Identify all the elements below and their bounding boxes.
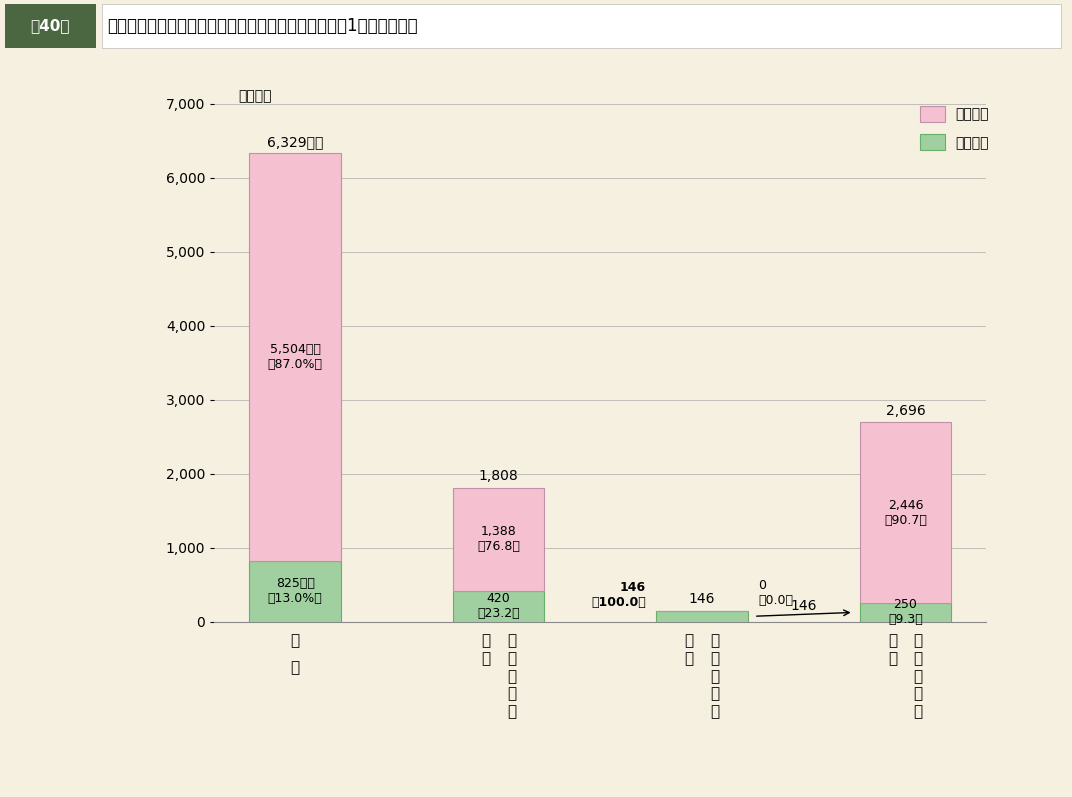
Text: 福: 福 <box>913 669 923 684</box>
Legend: 補助事業, 単独事業: 補助事業, 単独事業 <box>914 100 995 156</box>
Text: う: う <box>481 634 490 649</box>
Text: 童: 童 <box>913 651 923 666</box>
Text: ち: ち <box>481 651 490 666</box>
Text: 825億円
（13.0%）: 825億円 （13.0%） <box>268 577 323 605</box>
Bar <box>656 611 748 622</box>
Text: 祉: 祉 <box>711 686 719 701</box>
Text: 0
（0.0）: 0 （0.0） <box>758 579 793 607</box>
Text: 2,696: 2,696 <box>885 404 925 418</box>
Text: 合: 合 <box>291 634 300 649</box>
Text: （億円）: （億円） <box>238 89 272 104</box>
Text: 児: 児 <box>913 634 923 649</box>
Text: 1,808: 1,808 <box>479 469 519 484</box>
Text: ち: ち <box>685 651 694 666</box>
Text: 祉: 祉 <box>913 686 923 701</box>
Text: 第40図: 第40図 <box>31 18 70 33</box>
Text: 民生費の目的別扶助費（補助・単独）の状況（その1　都道府県）: 民生費の目的別扶助費（補助・単独）の状況（その1 都道府県） <box>107 17 418 35</box>
Text: 計: 計 <box>291 660 300 675</box>
Text: 福: 福 <box>711 669 719 684</box>
Text: 5,504億円
（87.0%）: 5,504億円 （87.0%） <box>268 343 323 371</box>
Text: 2,446
（90.7）: 2,446 （90.7） <box>884 499 927 527</box>
FancyBboxPatch shape <box>102 4 1061 48</box>
Text: 6,329億円: 6,329億円 <box>267 135 324 149</box>
Bar <box>452 488 545 591</box>
Text: 老: 老 <box>711 634 719 649</box>
Text: う: う <box>685 634 694 649</box>
Bar <box>250 153 341 560</box>
Text: 420
（23.2）: 420 （23.2） <box>477 592 520 620</box>
Text: う: う <box>888 634 897 649</box>
Bar <box>860 422 951 603</box>
Bar <box>860 603 951 622</box>
Bar <box>452 591 545 622</box>
Text: 社: 社 <box>507 634 516 649</box>
Text: 250
（9.3）: 250 （9.3） <box>888 599 923 626</box>
Text: 会: 会 <box>507 651 516 666</box>
Text: 福: 福 <box>507 669 516 684</box>
Text: 費: 費 <box>507 704 516 719</box>
Text: 祉: 祉 <box>507 686 516 701</box>
Bar <box>250 560 341 622</box>
Text: 146: 146 <box>790 599 817 614</box>
Text: 人: 人 <box>711 651 719 666</box>
Text: 1,388
（76.8）: 1,388 （76.8） <box>477 525 520 553</box>
Text: 費: 費 <box>711 704 719 719</box>
Text: 146: 146 <box>689 592 715 607</box>
Text: ち: ち <box>888 651 897 666</box>
Text: 費: 費 <box>913 704 923 719</box>
FancyBboxPatch shape <box>5 4 96 48</box>
Text: 146
（100.0）: 146 （100.0） <box>592 581 646 609</box>
